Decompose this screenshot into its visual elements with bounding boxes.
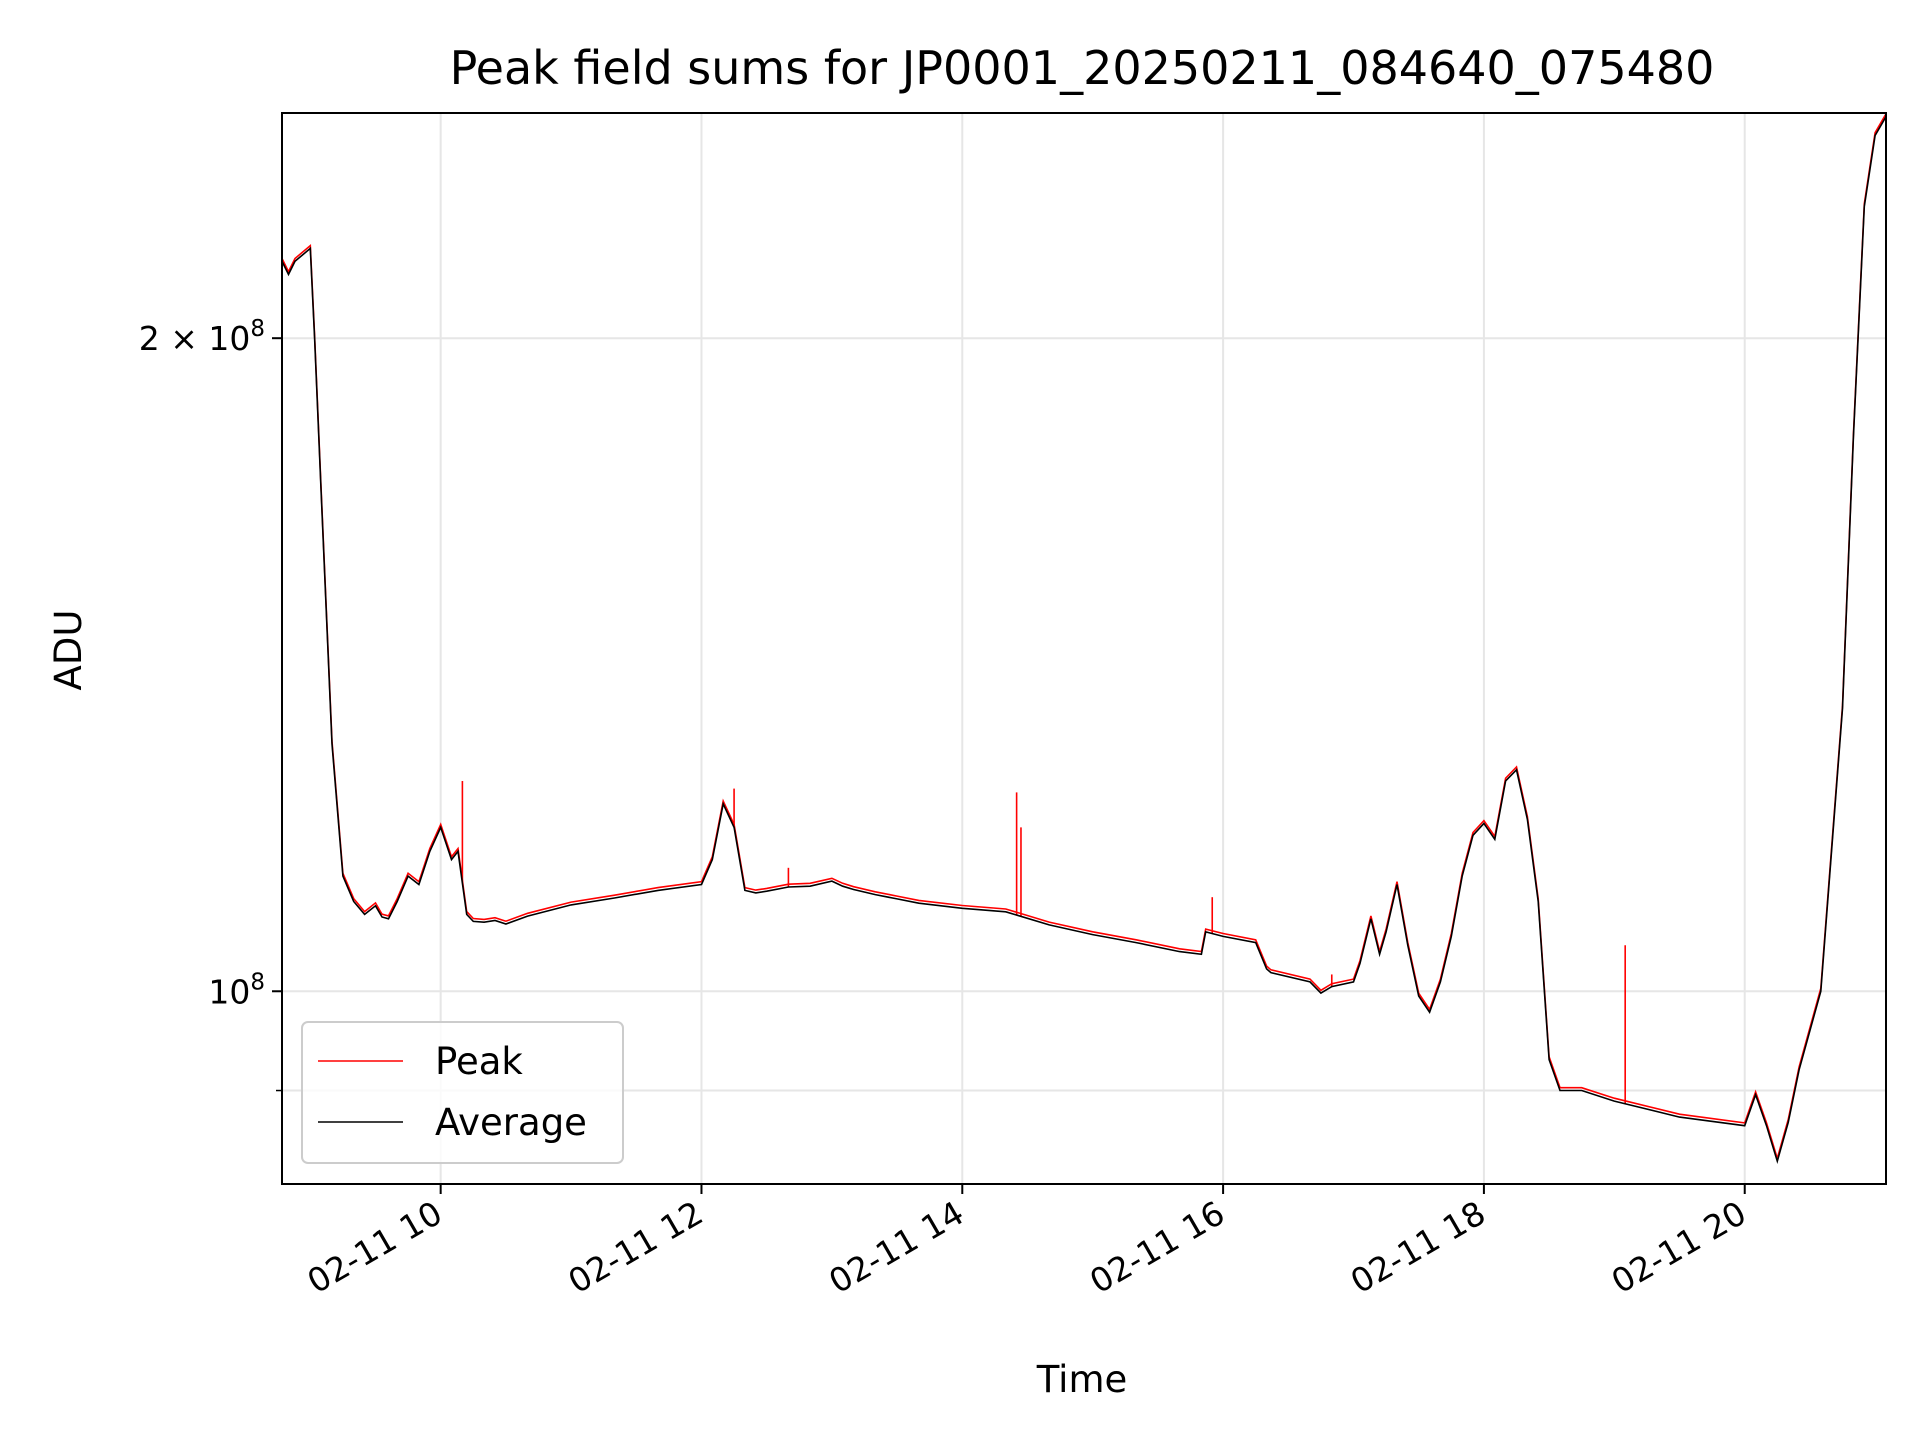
plot-area — [282, 113, 1886, 1165]
legend: Peak Average — [301, 1021, 624, 1164]
legend-label-peak: Peak — [435, 1040, 523, 1083]
y-axis-ticks: 2 × 108 108 — [139, 316, 282, 1092]
y-tick-label: 108 — [208, 969, 265, 1011]
peak-series-line — [282, 113, 1886, 1162]
x-axis-label: Time — [1036, 1358, 1128, 1401]
legend-label-average: Average — [435, 1101, 587, 1144]
average-series-line — [282, 116, 1886, 1165]
axes-frame — [281, 112, 1887, 1185]
y-axis-label: ADU — [47, 610, 90, 691]
legend-box — [301, 1021, 624, 1164]
y-tick-label: 2 × 108 — [139, 316, 265, 358]
chart-title: Peak field sums for JP0001_20250211_0846… — [450, 41, 1715, 95]
